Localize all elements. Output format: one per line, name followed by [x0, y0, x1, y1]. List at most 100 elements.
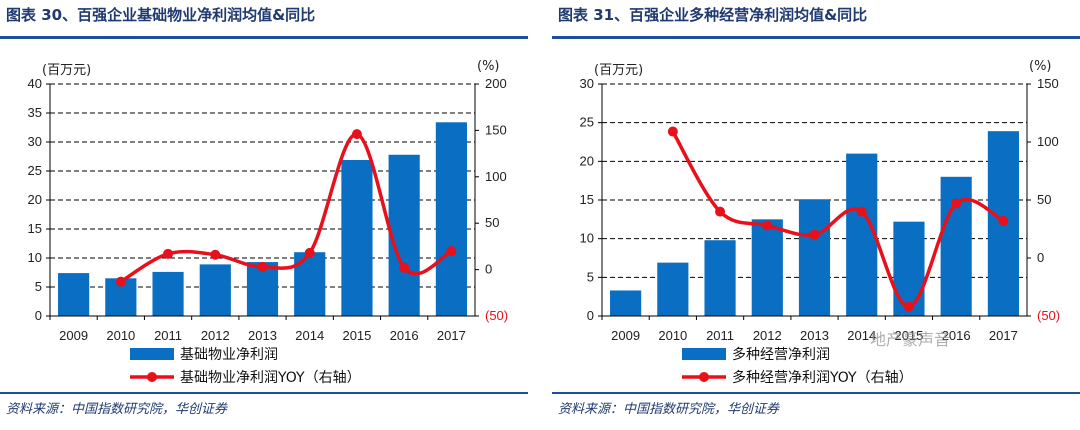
left-tick-label: 40 — [28, 76, 42, 91]
chart-svg: (百万元) (%) 0 5 10 15 20 25 30 35 40 (50) 0 50 100 150 200… — [28, 59, 509, 386]
right-axis-unit: (%) — [477, 59, 500, 74]
left-tick-label: 0 — [35, 308, 42, 323]
chart-svg: (百万元) (%) 0 5 10 15 20 25 30 (50) 0 50 100 150 2009 201… — [580, 59, 1061, 386]
yoy-point-2014 — [304, 247, 315, 258]
legend-line-marker — [147, 372, 157, 382]
left-tick-label: 30 — [580, 76, 594, 91]
title-divider — [0, 36, 528, 39]
yoy-point-2012 — [762, 220, 773, 231]
bar-2009 — [58, 273, 90, 316]
yoy-point-2012 — [210, 249, 221, 260]
left-axis-unit: (百万元) — [594, 63, 643, 78]
x-tick-label: 2015 — [894, 328, 923, 343]
yoy-line — [671, 130, 1005, 309]
x-tick-label: 2013 — [248, 328, 277, 343]
yoy-point-2014 — [856, 206, 867, 217]
bar-2012 — [751, 219, 783, 316]
bar-2017 — [435, 122, 467, 316]
yoy-point-2017 — [998, 215, 1009, 226]
x-tick-label: 2016 — [942, 328, 971, 343]
bar-2016 — [388, 154, 420, 316]
left-axis-unit: (百万元) — [42, 63, 91, 78]
legend-bar-swatch — [130, 348, 174, 360]
bar-2012 — [199, 264, 231, 316]
x-tick-label: 2011 — [154, 328, 182, 343]
left-tick-label: 10 — [580, 231, 594, 246]
chart-source: 资料来源：中国指数研究院，华创证券 — [558, 402, 780, 417]
chart-panel-net-profit-diversified: 图表 31、百强企业多种经营净利润均值&同比 (百万元) (%) 0 5 10 15 20 2… — [552, 0, 1080, 430]
yoy-point-2011 — [163, 248, 174, 259]
legend-line-label: 多种经营净利润YOY（右轴） — [732, 369, 913, 386]
x-tick-label: 2017 — [437, 328, 466, 343]
bar-2010 — [657, 262, 689, 316]
yoy-point-2017 — [446, 246, 457, 257]
x-tick-label: 2014 — [295, 328, 324, 343]
chart-panel-net-profit-basic: 图表 30、百强企业基础物业净利润均值&同比 (百万元) (%) 0 5 10 15 20 2… — [0, 0, 528, 430]
title-divider — [552, 36, 1080, 39]
right-tick-label: 100 — [485, 169, 507, 184]
x-tick-label: 2012 — [753, 328, 782, 343]
yoy-point-2010 — [115, 276, 126, 287]
bar-2009 — [610, 290, 642, 316]
left-tick-label: 25 — [580, 115, 594, 130]
yoy-point-2016 — [951, 198, 962, 209]
x-tick-label: 2014 — [847, 328, 876, 343]
yoy-point-2011 — [715, 206, 726, 217]
left-tick-label: 5 — [587, 269, 594, 284]
right-tick-label: 50 — [485, 215, 499, 230]
left-tick-label: 10 — [28, 250, 42, 265]
left-tick-label: 20 — [580, 153, 594, 168]
right-tick-label: (50) — [485, 308, 508, 323]
legend-line-label: 基础物业净利润YOY（右轴） — [180, 369, 361, 386]
chart-source: 资料来源：中国指数研究院，华创证券 — [6, 402, 228, 417]
x-tick-label: 2010 — [106, 328, 135, 343]
source-divider — [552, 392, 1080, 394]
left-tick-label: 15 — [28, 221, 42, 236]
x-tick-label: 2011 — [706, 328, 734, 343]
x-tick-label: 2015 — [342, 328, 371, 343]
x-tick-label: 2016 — [390, 328, 419, 343]
left-tick-label: 15 — [580, 192, 594, 207]
left-tick-label: 25 — [28, 163, 42, 178]
right-tick-label: (50) — [1037, 308, 1060, 323]
bar-2015 — [341, 159, 373, 316]
bar-2015 — [893, 221, 925, 316]
right-tick-label: 50 — [1037, 192, 1051, 207]
right-tick-label: 0 — [1037, 250, 1044, 265]
bar-2013 — [798, 199, 831, 316]
chart-title: 图表 31、百强企业多种经营净利润均值&同比 — [558, 6, 868, 24]
bar-2014 — [846, 153, 878, 316]
chart-title: 图表 30、百强企业基础物业净利润均值&同比 — [6, 6, 316, 24]
right-axis-unit: (%) — [1029, 59, 1052, 74]
right-tick-label: 200 — [485, 76, 507, 91]
left-tick-label: 30 — [28, 134, 42, 149]
x-tick-label: 2017 — [989, 328, 1018, 343]
legend-line-marker — [699, 372, 709, 382]
right-tick-label: 150 — [485, 122, 507, 137]
yoy-point-2013 — [257, 261, 268, 272]
right-tick-label: 0 — [485, 262, 492, 277]
bar-2011 — [704, 240, 736, 316]
left-tick-label: 20 — [28, 192, 42, 207]
yoy-point-2015 — [351, 129, 362, 140]
bar-2011 — [152, 271, 184, 316]
x-tick-label: 2013 — [800, 328, 829, 343]
yoy-point-2010 — [667, 126, 678, 137]
legend-bar-label: 基础物业净利润 — [180, 346, 278, 363]
yoy-point-2015 — [903, 301, 914, 312]
watermark-text: 地产豪声音 — [870, 330, 951, 349]
x-tick-label: 2012 — [201, 328, 230, 343]
right-tick-label: 150 — [1037, 76, 1059, 91]
legend-bar-swatch — [682, 348, 726, 360]
x-tick-label: 2009 — [611, 328, 640, 343]
x-tick-label: 2009 — [59, 328, 88, 343]
yoy-point-2016 — [399, 262, 410, 273]
yoy-point-2013 — [809, 229, 820, 240]
left-tick-label: 0 — [587, 308, 594, 323]
source-divider — [0, 392, 528, 394]
left-tick-label: 5 — [35, 279, 42, 294]
right-tick-label: 100 — [1037, 134, 1059, 149]
legend-bar-label: 多种经营净利润 — [732, 346, 830, 363]
bar-2016 — [940, 176, 972, 316]
left-tick-label: 35 — [28, 105, 42, 120]
